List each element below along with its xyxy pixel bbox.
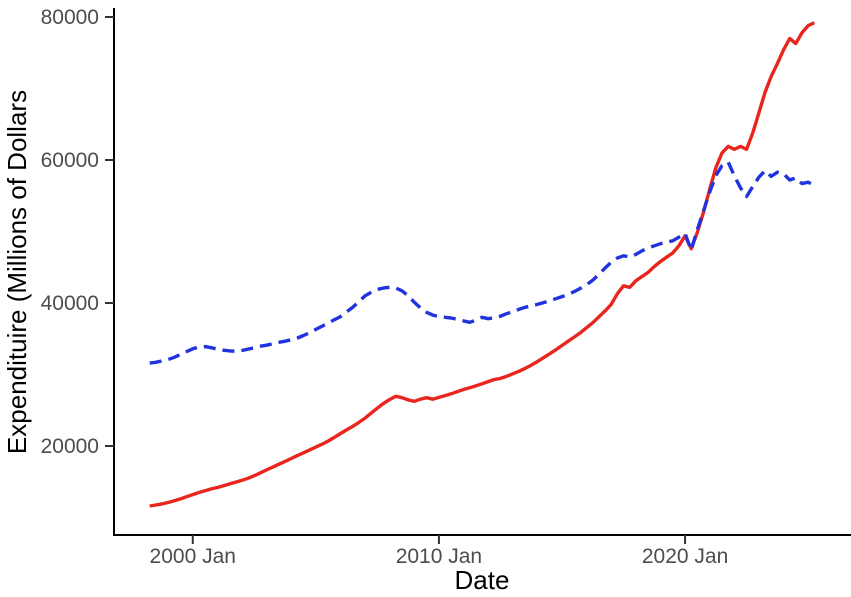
x-tick-label: 2020 Jan	[642, 545, 728, 568]
series-layer	[149, 21, 816, 508]
x-tick-label: 2000 Jan	[150, 545, 236, 568]
x-tick-label: 2010 Jan	[396, 545, 482, 568]
y-axis-title: Expendituire (Millions of Dollars	[2, 90, 32, 454]
y-tick-label: 60000	[41, 149, 99, 172]
y-tick-label: 40000	[41, 292, 99, 315]
axis-layer: 20000 40000 60000 80000 2000 Jan 2010 Jan 2020…	[41, 6, 851, 568]
red-solid-line	[149, 21, 816, 508]
x-axis-title: Date	[455, 565, 510, 595]
blue-dashed-line	[149, 160, 816, 365]
y-tick-label: 20000	[41, 435, 99, 458]
y-tick-label: 80000	[41, 6, 99, 29]
